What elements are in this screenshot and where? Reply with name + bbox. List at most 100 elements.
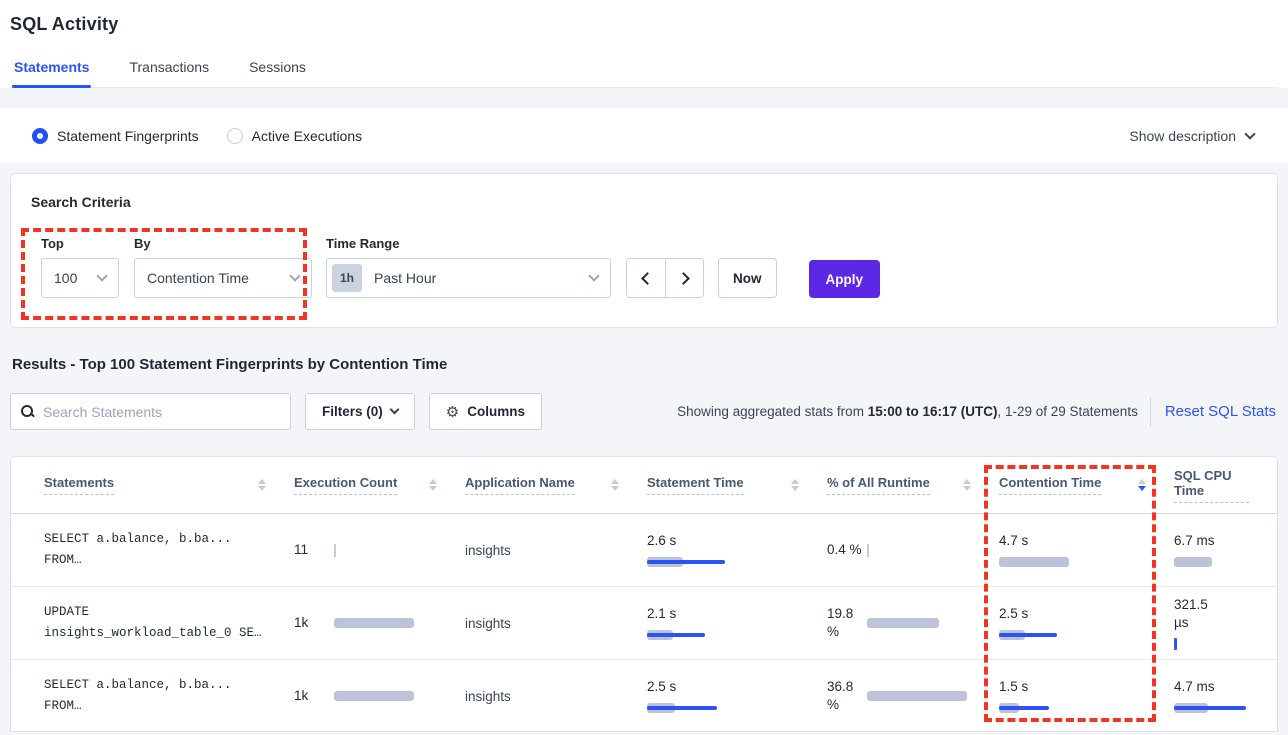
divider xyxy=(1149,396,1151,427)
by-label: By xyxy=(134,236,151,251)
by-select-value: Contention Time xyxy=(147,270,249,286)
by-field: By Contention Time xyxy=(134,236,312,298)
tabs: Statements Transactions Sessions xyxy=(10,57,1278,88)
time-range-badge: 1h xyxy=(332,264,363,292)
value-bar xyxy=(647,629,813,641)
value-bar xyxy=(1174,702,1263,714)
column-header-statements[interactable]: Statements xyxy=(44,475,294,495)
cell-pct-of-all-runtime: 36.8% xyxy=(827,678,999,714)
time-nav-group xyxy=(626,258,704,298)
cell-application-name: insights xyxy=(465,688,511,704)
now-button[interactable]: Now xyxy=(718,258,777,298)
cell-pct-of-all-runtime: 0.4 % xyxy=(827,541,999,559)
value-bar xyxy=(647,556,813,568)
radio-icon xyxy=(32,127,48,144)
column-header-sql_cpu_time[interactable]: SQL CPU Time xyxy=(1174,468,1277,503)
value-bar xyxy=(334,617,414,629)
aggregated-stats-text: Showing aggregated stats from 15:00 to 1… xyxy=(677,404,1138,419)
chevron-down-icon xyxy=(289,270,301,282)
view-toggle-band: Statement Fingerprints Active Executions … xyxy=(0,108,1288,163)
column-label: Statement Time xyxy=(647,475,744,495)
chevron-down-icon xyxy=(96,270,108,282)
statement-fingerprint-link[interactable]: SELECT a.balance, b.ba... FROM… xyxy=(44,678,232,713)
search-criteria-panel: Search Criteria Top 100 By Contention Ti… xyxy=(10,173,1278,328)
filters-button[interactable]: Filters (0) xyxy=(305,393,415,430)
cell-sql-cpu-time: 6.7 ms xyxy=(1174,532,1277,568)
value-bar xyxy=(867,690,967,702)
value-bar xyxy=(867,617,939,629)
sort-icon xyxy=(791,479,799,491)
value-bar xyxy=(867,543,869,557)
columns-label: Columns xyxy=(467,404,525,419)
apply-button[interactable]: Apply xyxy=(808,260,881,298)
top-field: Top 100 xyxy=(41,236,119,298)
chevron-left-icon xyxy=(641,271,654,285)
top-select-value: 100 xyxy=(54,270,78,286)
cell-contention-time: 2.5 s xyxy=(999,605,1174,641)
sort-icon xyxy=(1138,479,1146,491)
tab-sessions[interactable]: Sessions xyxy=(249,59,306,75)
cell-execution-count: 1k xyxy=(294,614,465,632)
show-description-label: Show description xyxy=(1129,127,1236,144)
column-label: Execution Count xyxy=(294,475,398,495)
sort-icon xyxy=(258,479,266,491)
statement-fingerprint-link[interactable]: UPDATE insights_workload_table_0 SE… xyxy=(44,605,262,640)
cell-sql-cpu-time: 321.5 µs xyxy=(1174,596,1277,650)
chevron-right-icon xyxy=(676,271,690,285)
page-header: SQL Activity Statements Transactions Sessi… xyxy=(0,0,1288,88)
column-label: Application Name xyxy=(465,475,575,495)
column-header-contention_time[interactable]: Contention Time xyxy=(999,475,1174,495)
cell-statement-time: 2.6 s xyxy=(647,532,827,568)
value-bar xyxy=(647,702,813,714)
cell-application-name: insights xyxy=(465,542,511,558)
value-bar xyxy=(999,702,1160,714)
table-row: UPDATE insights_workload_table_0 SE… 1k ins… xyxy=(11,587,1277,660)
cell-contention-time: 4.7 s xyxy=(999,532,1174,568)
table-header-row: Statements Execution Count Application Nam… xyxy=(11,457,1277,514)
sort-icon xyxy=(611,479,619,491)
time-range-label: Time Range xyxy=(326,236,400,251)
time-range-select[interactable]: 1h Past Hour xyxy=(326,258,611,298)
cell-execution-count: 11 xyxy=(294,541,465,559)
value-bar xyxy=(334,543,336,557)
chevron-down-icon xyxy=(588,270,600,282)
top-select[interactable]: 100 xyxy=(41,258,119,298)
time-range-field: Time Range 1h Past Hour xyxy=(326,236,611,298)
by-select[interactable]: Contention Time xyxy=(134,258,312,298)
tab-transactions[interactable]: Transactions xyxy=(129,59,210,75)
column-header-statement_time[interactable]: Statement Time xyxy=(647,475,827,495)
column-label: % of All Runtime xyxy=(827,475,930,495)
tab-statements[interactable]: Statements xyxy=(12,57,92,88)
cell-statement-time: 2.5 s xyxy=(647,678,827,714)
cell-application-name: insights xyxy=(465,615,511,631)
column-label: Contention Time xyxy=(999,475,1102,495)
radio-statement-fingerprints[interactable]: Statement Fingerprints xyxy=(32,127,199,144)
column-label: SQL CPU Time xyxy=(1174,468,1249,503)
value-bar xyxy=(999,556,1160,568)
radio-label: Active Executions xyxy=(251,127,363,144)
column-header-execution_count[interactable]: Execution Count xyxy=(294,475,465,495)
cell-pct-of-all-runtime: 19.8% xyxy=(827,605,999,641)
radio-label: Statement Fingerprints xyxy=(57,127,199,144)
next-time-button[interactable] xyxy=(665,259,703,297)
cell-execution-count: 1k xyxy=(294,687,465,705)
reset-sql-stats-link[interactable]: Reset SQL Stats xyxy=(1164,403,1276,420)
table-body: SELECT a.balance, b.ba... FROM… 11 insights… xyxy=(11,514,1277,731)
show-description-toggle[interactable]: Show description xyxy=(1129,127,1256,144)
search-statements-input[interactable] xyxy=(43,403,280,420)
chevron-down-icon xyxy=(389,404,400,415)
radio-active-executions[interactable]: Active Executions xyxy=(226,127,363,144)
statement-fingerprint-link[interactable]: SELECT a.balance, b.ba... FROM… xyxy=(44,532,232,567)
value-bar xyxy=(999,629,1160,641)
column-header-application_name[interactable]: Application Name xyxy=(465,475,647,495)
cell-sql-cpu-time: 4.7 ms xyxy=(1174,678,1277,714)
results-heading: Results - Top 100 Statement Fingerprints… xyxy=(12,356,448,373)
results-controls: Filters (0) ⚙ Columns Showing aggregated… xyxy=(10,393,1278,430)
previous-time-button[interactable] xyxy=(627,259,665,297)
column-header-pct_runtime[interactable]: % of All Runtime xyxy=(827,475,999,495)
columns-button[interactable]: ⚙ Columns xyxy=(428,393,542,430)
view-radio-group: Statement Fingerprints Active Executions xyxy=(32,127,363,144)
sort-icon xyxy=(963,479,971,491)
statements-table: Statements Execution Count Application Nam… xyxy=(10,456,1278,732)
sort-icon xyxy=(429,479,437,491)
